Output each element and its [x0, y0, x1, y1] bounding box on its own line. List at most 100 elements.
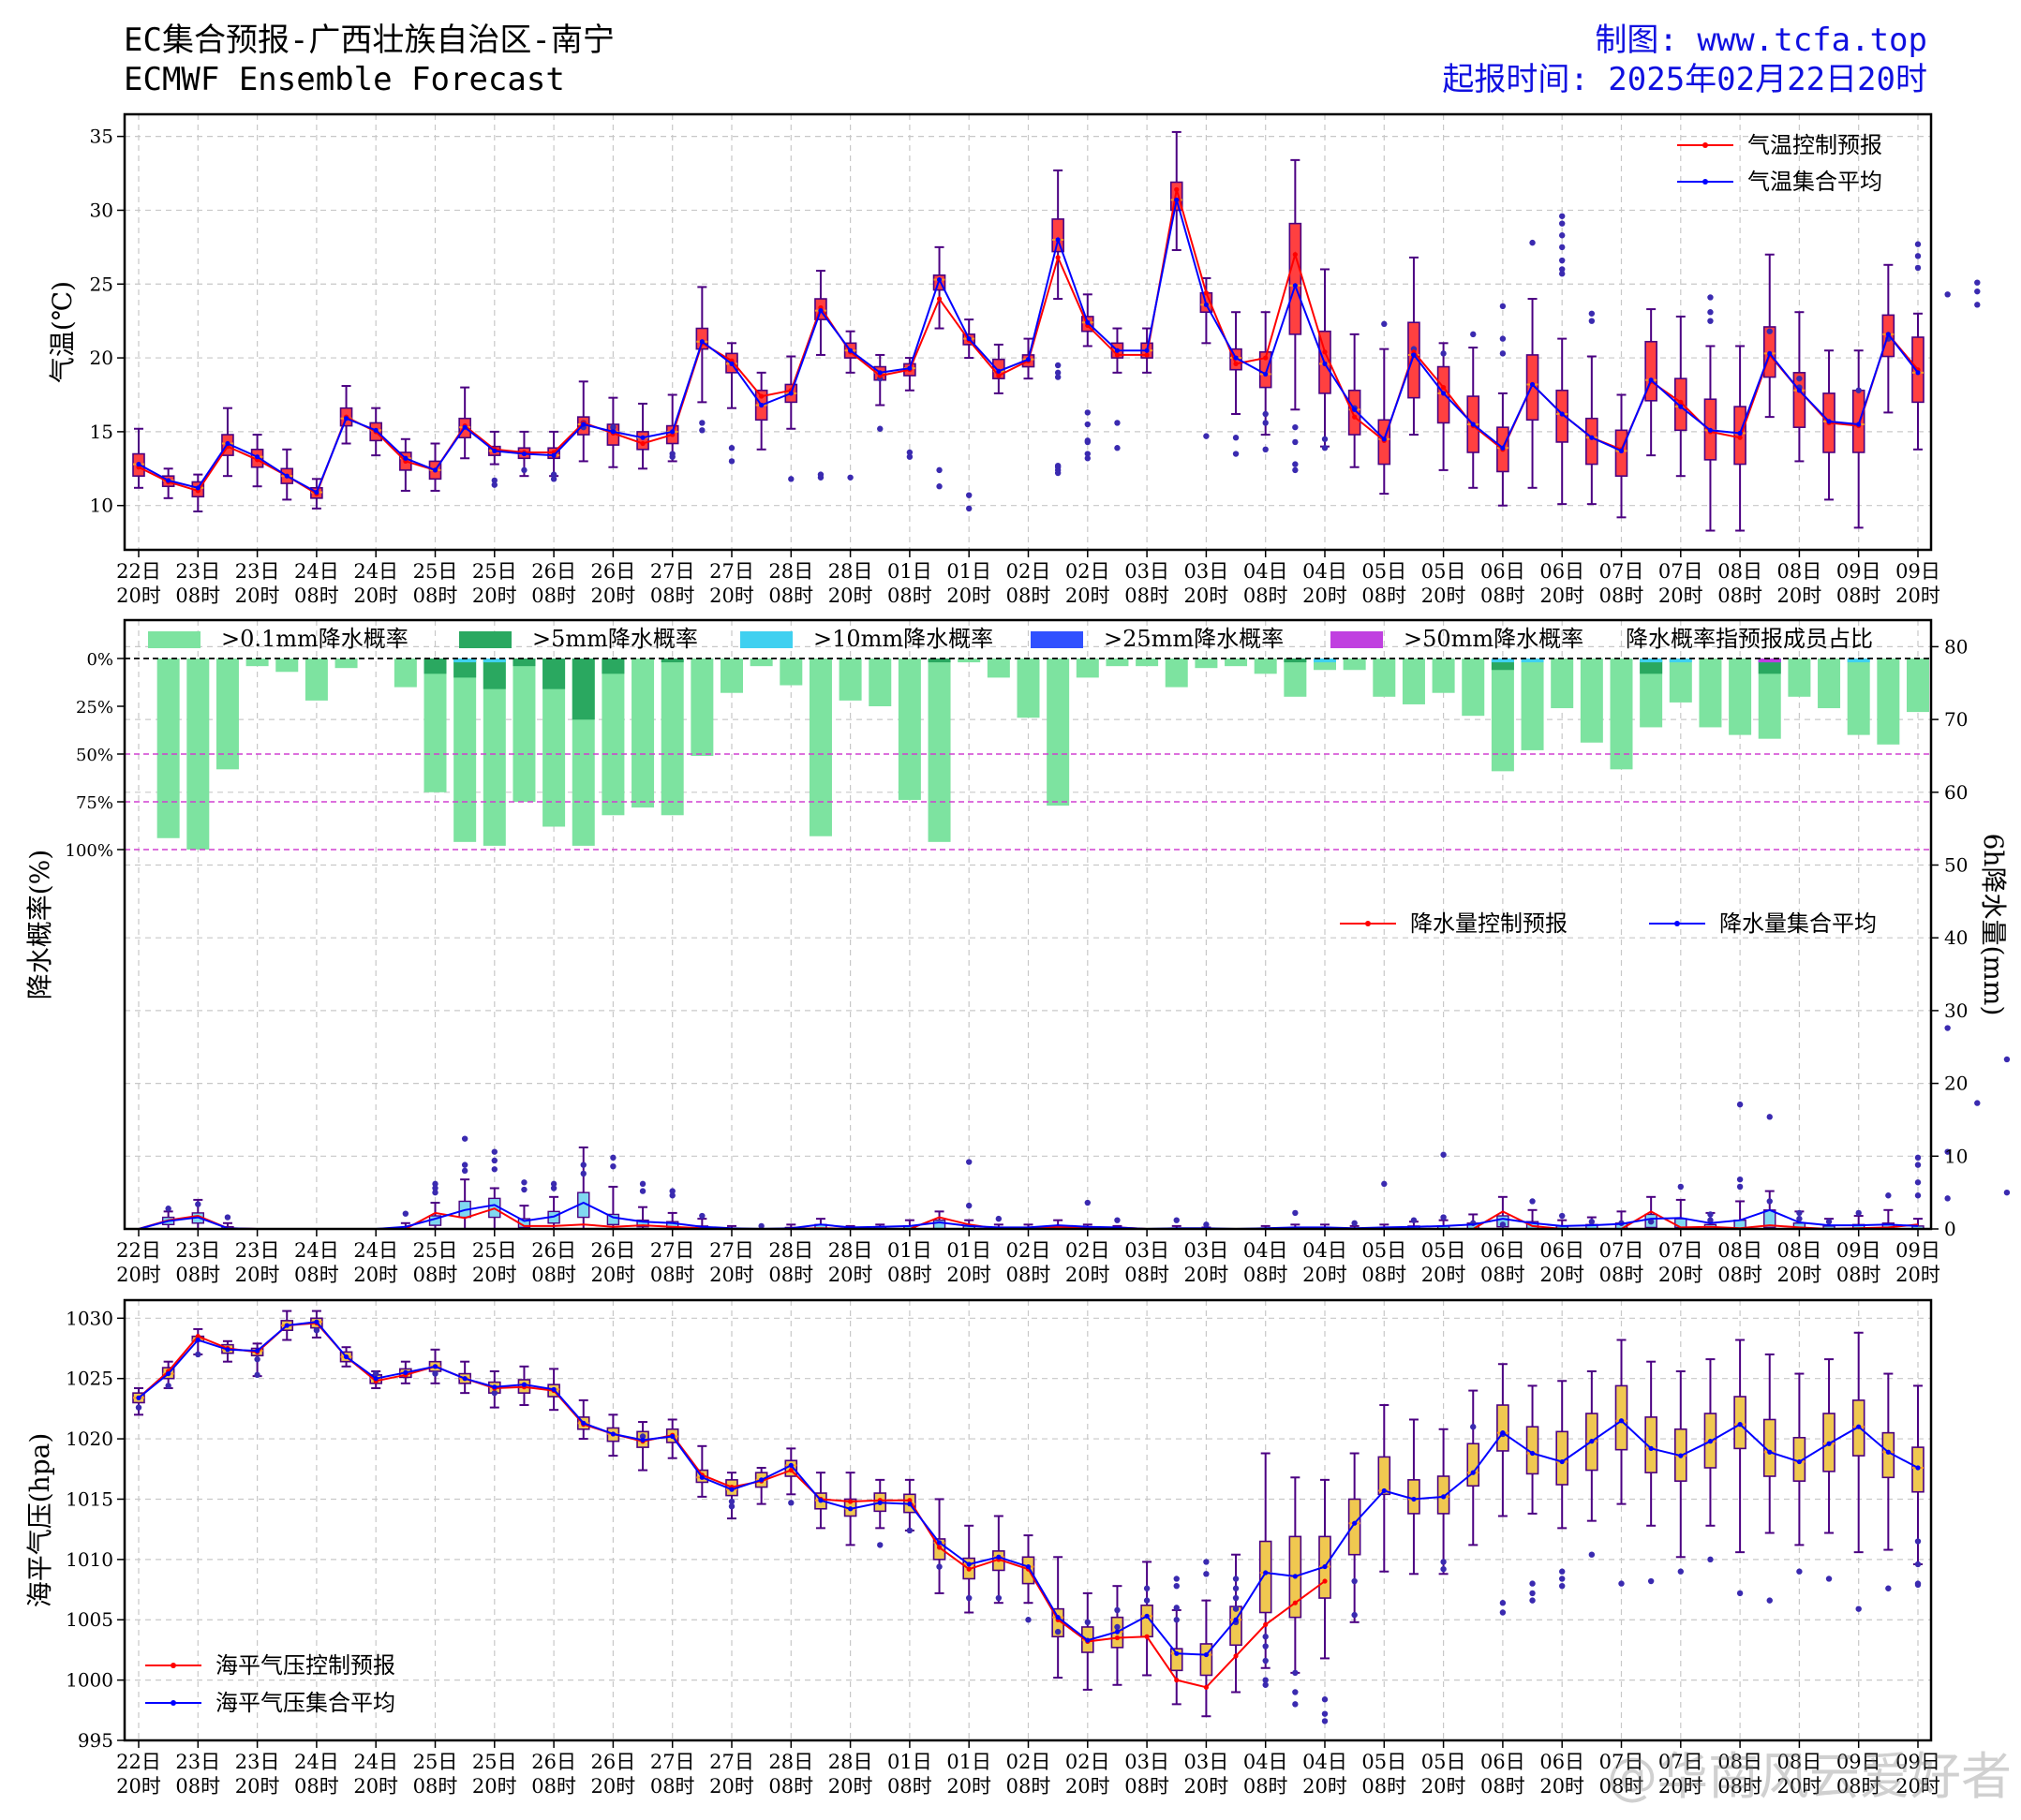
prob-gt5-bar — [542, 658, 566, 689]
precip-mean-legend-label: 降水量集合平均 — [1719, 910, 1877, 937]
x-tick-label-day: 01日 — [946, 560, 991, 583]
legend-gt25-label: >25mm降水概率 — [1104, 626, 1284, 652]
outlier-point — [1766, 1114, 1773, 1120]
outlier-point — [728, 458, 736, 465]
temp-mean-point — [610, 429, 617, 435]
precip-tick-label: 40 — [1944, 926, 1968, 949]
x-tick-label-hour: 08时 — [1243, 584, 1288, 607]
prob-gt01-bar — [661, 658, 684, 816]
outlier-point — [432, 1180, 438, 1188]
temp-mean-point — [314, 489, 319, 496]
x-tick-label-day: 01日 — [887, 1239, 932, 1262]
precip-mean-line — [138, 1201, 1919, 1231]
pres-mean-point — [1441, 1494, 1447, 1500]
prob-gt01-bar — [1136, 658, 1159, 667]
outlier-point — [1173, 1605, 1180, 1611]
pres-mean-point — [818, 1498, 824, 1503]
x-tick-label-day: 27日 — [650, 1751, 695, 1773]
outlier-point — [1559, 220, 1566, 227]
pres-mean-point — [877, 1500, 883, 1505]
prob-gt5-bar — [453, 658, 477, 678]
outlier-point — [1203, 1559, 1210, 1565]
y-tick-label: 1000 — [66, 1669, 113, 1692]
temp-control-point — [1441, 385, 1447, 391]
box-iqr — [1288, 222, 1302, 335]
x-tick-label-day: 02日 — [1006, 1239, 1051, 1262]
x-tick-label-hour: 08时 — [1243, 1264, 1288, 1286]
outlier-point — [1321, 445, 1329, 451]
x-tick-label-day: 08日 — [1777, 1239, 1822, 1262]
prob-gt10-bar — [483, 658, 506, 663]
x-tick-label-hour: 20时 — [1539, 584, 1584, 607]
x-tick-label-day: 25日 — [472, 1751, 517, 1773]
x-tick-label-hour: 20时 — [472, 1775, 517, 1798]
outlier-point — [906, 1527, 914, 1534]
outlier-point — [1173, 1582, 1180, 1590]
prob-gt01-bar — [156, 658, 180, 838]
outlier-point — [1262, 410, 1269, 418]
x-tick-label-day: 27日 — [650, 1239, 695, 1262]
x-tick-label-hour: 08时 — [175, 584, 220, 607]
outlier-point — [1084, 1619, 1092, 1626]
prob-gt01-bar — [691, 658, 714, 757]
prob-gt10-bar — [1314, 658, 1336, 663]
outlier-point — [1054, 469, 1062, 477]
prob-gt01-bar — [809, 658, 832, 836]
outlier-point — [1054, 362, 1062, 369]
x-tick-label-day: 24日 — [353, 560, 398, 583]
x-tick-label-day: 01日 — [887, 560, 932, 583]
precip-tick-label: 20 — [1944, 1073, 1968, 1095]
outlier-point — [1914, 1154, 1922, 1162]
prob-gt01-bar — [215, 658, 239, 770]
outlier-point — [1114, 1623, 1121, 1631]
x-tick-label-day: 09日 — [1836, 1751, 1881, 1773]
x-tick-label-day: 08日 — [1777, 560, 1822, 583]
temp-mean-point — [462, 424, 468, 430]
prob-gt01-bar — [453, 658, 477, 842]
outlier-point — [1203, 1571, 1210, 1577]
outlier-point — [491, 1157, 498, 1164]
outlier-point — [461, 1162, 468, 1168]
x-tick-label-day: 23日 — [235, 1239, 280, 1262]
temp-control-point — [1144, 352, 1150, 358]
outlier-point — [1321, 436, 1329, 442]
x-tick-label-day: 28日 — [768, 560, 813, 583]
pres-mean-point — [1381, 1487, 1387, 1494]
x-tick-label-day: 22日 — [116, 1239, 161, 1262]
outlier-point — [936, 483, 943, 490]
temp-control-point — [759, 393, 765, 399]
x-tick-label-day: 22日 — [116, 1751, 161, 1773]
temp-control-point — [1174, 186, 1180, 192]
outlier-point — [461, 1135, 468, 1142]
precip-tick-label: 50 — [1944, 854, 1968, 877]
temp-control-point — [996, 373, 1002, 378]
x-tick-label-day: 26日 — [531, 560, 576, 583]
x-tick-label-hour: 20时 — [1895, 1775, 1940, 1798]
x-tick-label-hour: 08时 — [1124, 1264, 1169, 1286]
y-tick-label: 20 — [90, 347, 113, 369]
outlier-point — [1588, 1219, 1596, 1225]
outlier-point — [847, 474, 854, 481]
x-tick-label-hour: 08时 — [1361, 1775, 1406, 1798]
outlier-point — [1262, 1634, 1269, 1640]
x-tick-label-hour: 20时 — [1302, 1264, 1347, 1286]
prob-tick-label: 75% — [76, 793, 113, 813]
x-tick-label-day: 06日 — [1539, 1751, 1584, 1773]
outlier-point — [1588, 310, 1596, 317]
prob-gt01-bar — [483, 658, 506, 846]
temp-control-point — [1292, 252, 1298, 258]
x-tick-label-hour: 08时 — [768, 1775, 813, 1798]
prob-gt01-bar — [1847, 658, 1870, 735]
x-tick-label-hour: 08时 — [1480, 1775, 1525, 1798]
x-tick-label-hour: 20时 — [709, 1775, 754, 1798]
x-tick-label-day: 03日 — [1124, 560, 1169, 583]
pres-control-point — [907, 1498, 913, 1503]
prob-gt5-bar — [424, 658, 447, 674]
x-tick-label-hour: 08时 — [531, 1775, 576, 1798]
outlier-point — [1974, 1100, 1981, 1106]
x-tick-label-hour: 20时 — [1777, 1775, 1822, 1798]
outlier-point — [966, 492, 973, 498]
temp-mean-point — [403, 455, 409, 461]
prob-gt5-bar — [928, 658, 951, 663]
prob-gt01-bar — [1195, 658, 1218, 669]
